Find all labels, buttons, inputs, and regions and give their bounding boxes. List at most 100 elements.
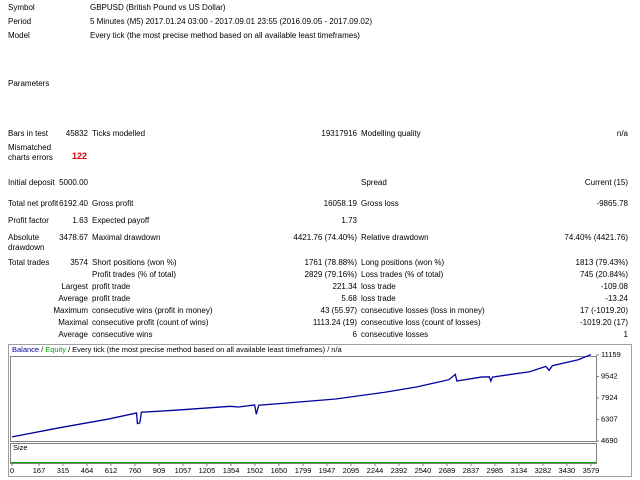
stat-label: Gross loss [361,199,399,208]
x-tick-label: 2392 [391,466,408,475]
stat-label: Maximal [58,318,88,327]
header-value: Every tick (the most precise method base… [90,31,360,40]
chart-subtitle: Every tick (the most precise method base… [72,345,326,354]
stat-label: Absolute drawdown [8,233,45,252]
x-tick-label: 1947 [319,466,336,475]
stat-label: profit trade [92,294,131,303]
stat-value: 4421.76 (74.40%) [293,233,357,242]
stat-value: 3574 [70,258,88,267]
x-tick-label: 2689 [439,466,456,475]
stat-label: Modelling quality [361,129,421,138]
separator: / [68,345,71,354]
stat-value: 17 (-1019.20) [579,306,628,315]
size-label: Size [13,443,28,452]
y-tick-label: 6307 [601,414,618,423]
stat-value: 16058.19 [323,199,357,208]
separator: / [41,345,44,354]
y-tick-label: 4690 [601,436,618,445]
stat-value: -13.24 [605,294,628,303]
stat-label: loss trade [361,294,396,303]
stat-value: 6 [352,330,357,339]
x-tick-label: 1354 [223,466,240,475]
stat-label: profit trade [92,282,131,291]
x-tick-label: 3282 [535,466,552,475]
stat-label: Largest [61,282,88,291]
stat-label: loss trade [361,282,396,291]
x-tick-label: 1502 [247,466,264,475]
separator: / [327,345,330,354]
stat-label: Long positions (won %) [361,258,445,267]
y-tick-label: 9542 [601,371,618,380]
x-tick-label: 1057 [175,466,192,475]
stat-label: Bars in test [8,129,49,138]
y-tick-label: 7924 [601,393,618,402]
stat-label: Short positions (won %) [92,258,177,267]
stat-value: 745 (20.84%) [579,270,628,279]
stat-label: Maximal drawdown [92,233,161,242]
stat-value: 1113.24 (19) [312,318,357,327]
x-tick-label: 909 [153,466,166,475]
x-tick-label: 315 [57,466,70,475]
stat-value: 19317916 [321,129,357,138]
stat-value: 1.73 [341,216,357,225]
stat-label: consecutive wins [92,330,153,339]
section-title: Parameters [8,79,50,88]
x-tick-label: 1799 [295,466,312,475]
x-tick-label: 1205 [199,466,216,475]
legend-equity: Equity [45,345,66,354]
x-tick-label: 2540 [415,466,432,475]
stat-label: Mismatched charts errors [8,143,53,162]
stat-label: consecutive loss (count of losses) [361,318,481,327]
chart-title-line: Balance / Equity / Every tick (the most prec… [12,345,343,354]
stat-value: 3478.67 [59,233,88,242]
stat-value: 1 [623,330,628,339]
stat-value: 1813 (79.43%) [575,258,628,267]
stat-label: Profit trades (% of total) [92,270,177,279]
stat-value: 43 (55.97) [320,306,357,315]
x-tick-label: 2244 [367,466,384,475]
stat-label: Maximum [53,306,88,315]
stat-value: -109.08 [600,282,628,291]
stat-value: -9865.78 [596,199,628,208]
stat-value: -1019.20 (17) [579,318,628,327]
stat-label: Total trades [8,258,50,267]
chart-quality: n/a [331,345,342,354]
stat-value: 1.63 [72,216,88,225]
stat-value: n/a [616,129,628,138]
stat-value: 5000.00 [59,178,88,187]
stat-value: 221.34 [332,282,357,291]
stat-label: Initial deposit [8,178,55,187]
stat-label: Gross profit [92,199,134,208]
stat-label: Profit factor [8,216,49,225]
stat-label: Expected payoff [92,216,150,225]
header-value: 5 Minutes (M5) 2017.01.24 03:00 - 2017.0… [90,17,372,26]
stat-label: Total net profit [8,199,59,208]
stat-value: 6192.40 [59,199,88,208]
header-label: Symbol [8,3,35,12]
stat-label: consecutive losses (loss in money) [361,306,485,315]
x-tick-label: 760 [129,466,142,475]
legend-balance: Balance [12,345,39,354]
x-tick-label: 3430 [559,466,576,475]
stat-value: 122 [72,151,88,161]
header-label: Model [8,31,30,40]
stat-value: 45832 [65,129,88,138]
y-tick-label: 11159 [601,350,621,359]
x-tick-label: 2095 [343,466,360,475]
x-tick-label: 0 [10,466,14,475]
stat-label: consecutive wins (profit in money) [92,306,213,315]
stat-label: Spread [361,178,387,187]
plot-area [10,356,597,442]
stat-value: 1761 (78.88%) [304,258,357,267]
balance-line [11,353,592,438]
header-value: GBPUSD (British Pound vs US Dollar) [90,3,226,12]
stat-label: Loss trades (% of total) [361,270,444,279]
x-tick-label: 167 [33,466,46,475]
x-tick-label: 3134 [511,466,528,475]
stat-label: Ticks modelled [92,129,146,138]
stat-label: consecutive profit (count of wins) [92,318,209,327]
x-tick-label: 2837 [463,466,480,475]
x-tick-label: 1650 [271,466,288,475]
